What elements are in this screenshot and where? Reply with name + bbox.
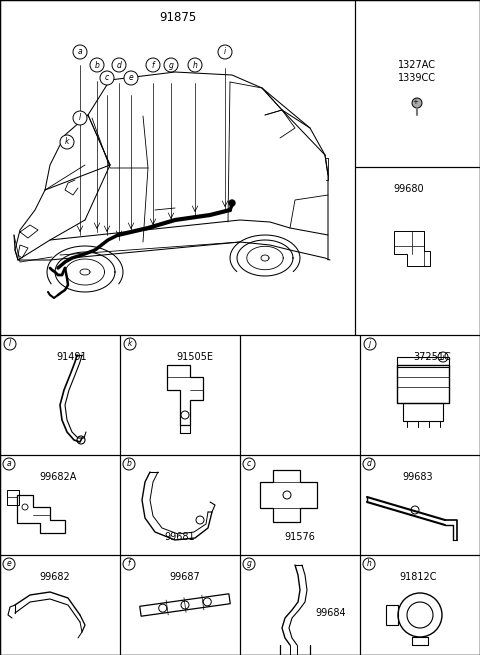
Bar bbox=[7, 490, 19, 505]
Text: 99683: 99683 bbox=[403, 472, 433, 482]
Text: 37251C: 37251C bbox=[413, 352, 451, 362]
Text: f: f bbox=[128, 559, 130, 569]
Text: 99682A: 99682A bbox=[39, 472, 77, 482]
Text: i: i bbox=[224, 48, 226, 56]
Bar bbox=[360, 455, 480, 555]
Text: e: e bbox=[7, 559, 12, 569]
Bar bbox=[355, 167, 480, 335]
Text: 99684: 99684 bbox=[315, 608, 346, 618]
Circle shape bbox=[112, 58, 126, 72]
Text: a: a bbox=[78, 48, 82, 56]
Circle shape bbox=[3, 558, 15, 570]
Text: k: k bbox=[128, 339, 132, 348]
Text: l: l bbox=[79, 113, 81, 122]
Text: d: d bbox=[367, 460, 372, 468]
Text: 91875: 91875 bbox=[159, 11, 197, 24]
Text: e: e bbox=[129, 73, 133, 83]
Text: j: j bbox=[369, 339, 371, 348]
Circle shape bbox=[73, 45, 87, 59]
Text: 1327AC: 1327AC bbox=[398, 60, 436, 70]
Text: g: g bbox=[247, 559, 252, 569]
Circle shape bbox=[100, 71, 114, 85]
Circle shape bbox=[60, 135, 74, 149]
Text: h: h bbox=[367, 559, 372, 569]
Bar bbox=[0, 0, 355, 335]
Bar bbox=[0, 555, 120, 655]
Bar bbox=[240, 455, 360, 555]
Circle shape bbox=[90, 58, 104, 72]
Circle shape bbox=[146, 58, 160, 72]
Text: k: k bbox=[65, 138, 69, 147]
Bar bbox=[120, 455, 240, 555]
Bar bbox=[120, 335, 240, 455]
Bar bbox=[0, 335, 120, 455]
Circle shape bbox=[363, 458, 375, 470]
Bar bbox=[397, 357, 449, 367]
Bar bbox=[355, 0, 480, 167]
Text: g: g bbox=[168, 60, 173, 69]
Bar bbox=[360, 335, 480, 455]
Text: 99682: 99682 bbox=[40, 572, 71, 582]
Text: f: f bbox=[152, 60, 154, 69]
Circle shape bbox=[73, 111, 87, 125]
Bar bbox=[397, 365, 449, 403]
Circle shape bbox=[124, 71, 138, 85]
Text: h: h bbox=[192, 60, 197, 69]
Text: a: a bbox=[7, 460, 12, 468]
Circle shape bbox=[243, 558, 255, 570]
Text: c: c bbox=[105, 73, 109, 83]
Circle shape bbox=[4, 338, 16, 350]
Circle shape bbox=[364, 338, 376, 350]
Bar bbox=[120, 555, 240, 655]
Bar bbox=[0, 455, 120, 555]
Text: 99687: 99687 bbox=[169, 572, 200, 582]
Circle shape bbox=[123, 558, 135, 570]
Circle shape bbox=[124, 338, 136, 350]
Text: 91505E: 91505E bbox=[177, 352, 214, 362]
Text: 91576: 91576 bbox=[285, 532, 315, 542]
Circle shape bbox=[3, 458, 15, 470]
Bar bbox=[403, 403, 443, 421]
Circle shape bbox=[123, 458, 135, 470]
Text: 99681: 99681 bbox=[165, 532, 195, 542]
Circle shape bbox=[363, 558, 375, 570]
Text: 91491: 91491 bbox=[57, 352, 87, 362]
Text: +: + bbox=[412, 99, 418, 105]
Circle shape bbox=[218, 45, 232, 59]
Circle shape bbox=[188, 58, 202, 72]
Circle shape bbox=[243, 458, 255, 470]
Bar bbox=[240, 335, 360, 455]
Text: 1339CC: 1339CC bbox=[398, 73, 436, 83]
Circle shape bbox=[412, 98, 422, 108]
Text: b: b bbox=[95, 60, 99, 69]
Text: 99680: 99680 bbox=[394, 184, 424, 194]
Bar bbox=[240, 555, 360, 655]
Text: 91812C: 91812C bbox=[399, 572, 437, 582]
Circle shape bbox=[164, 58, 178, 72]
Bar bbox=[360, 555, 480, 655]
Text: d: d bbox=[117, 60, 121, 69]
Text: c: c bbox=[247, 460, 251, 468]
Circle shape bbox=[229, 200, 235, 206]
Text: l: l bbox=[9, 339, 11, 348]
Text: b: b bbox=[127, 460, 132, 468]
